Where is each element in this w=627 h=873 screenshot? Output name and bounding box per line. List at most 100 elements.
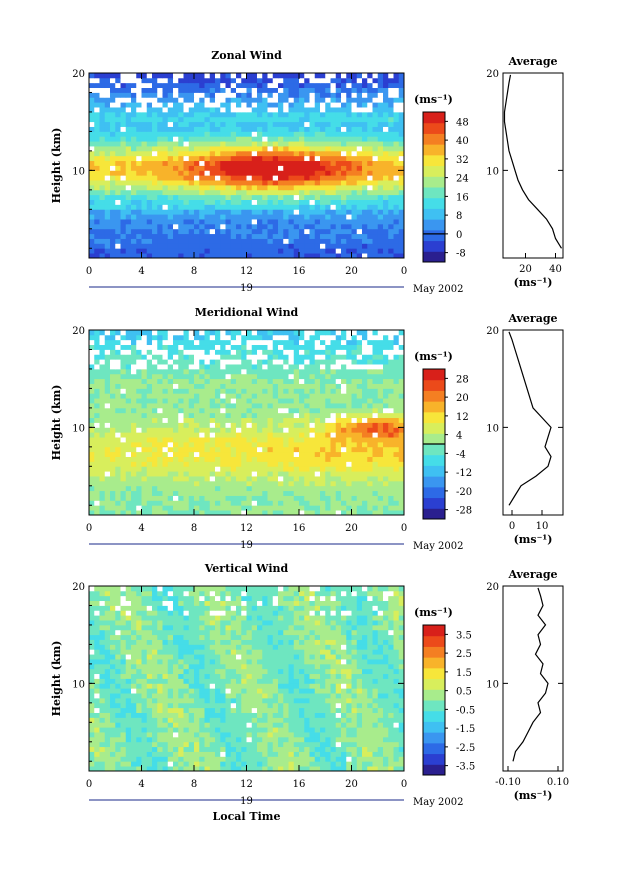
heatmap-cell bbox=[99, 155, 106, 162]
heatmap-cell bbox=[309, 87, 316, 93]
heatmap-cell bbox=[146, 751, 153, 757]
heatmap-cell bbox=[372, 461, 379, 467]
heatmap-cell bbox=[157, 102, 163, 108]
heatmap-cell bbox=[272, 334, 279, 341]
heatmap-cell bbox=[362, 116, 368, 123]
heatmap-cell bbox=[173, 107, 179, 113]
heatmap-cell bbox=[167, 194, 174, 200]
heatmap-cell bbox=[288, 150, 295, 157]
heatmap-cell bbox=[398, 160, 405, 166]
heatmap-cell bbox=[178, 461, 184, 467]
heatmap-cell bbox=[131, 82, 137, 89]
heatmap-cell bbox=[230, 471, 237, 477]
heatmap-cell bbox=[115, 243, 121, 249]
heatmap-cell bbox=[341, 398, 347, 404]
heatmap-cell bbox=[94, 480, 100, 487]
heatmap-cell bbox=[367, 349, 373, 355]
heatmap-cell bbox=[162, 111, 169, 118]
heatmap-cell bbox=[388, 111, 394, 118]
heatmap-cell bbox=[141, 461, 148, 467]
heatmap-cell bbox=[183, 253, 190, 259]
heatmap-cell bbox=[215, 485, 221, 492]
heatmap-cell bbox=[236, 364, 242, 370]
heatmap-cell bbox=[367, 441, 373, 448]
heatmap-cell bbox=[314, 422, 321, 428]
heatmap-cell bbox=[278, 456, 284, 462]
heatmap-cell bbox=[267, 756, 274, 762]
heatmap-cell bbox=[157, 383, 163, 389]
heatmap-cell bbox=[335, 359, 342, 365]
heatmap-cell bbox=[188, 368, 195, 375]
heatmap-cell bbox=[346, 126, 352, 132]
heatmap-cell bbox=[225, 471, 232, 477]
heatmap-cell bbox=[162, 334, 169, 341]
heatmap-cell bbox=[388, 388, 394, 394]
heatmap-cell bbox=[267, 180, 274, 186]
heatmap-cell bbox=[167, 150, 174, 157]
heatmap-cell bbox=[99, 248, 106, 254]
heatmap-cell bbox=[320, 248, 326, 254]
heatmap-cell bbox=[278, 82, 284, 89]
heatmap-cell bbox=[362, 461, 368, 467]
heatmap-cell bbox=[335, 248, 342, 254]
heatmap-cell bbox=[99, 180, 106, 186]
heatmap-cell bbox=[173, 456, 179, 462]
heatmap-cell bbox=[178, 412, 184, 419]
heatmap-cell bbox=[367, 107, 373, 113]
heatmap-cell bbox=[346, 461, 352, 467]
heatmap-cell bbox=[341, 155, 347, 162]
heatmap-cell bbox=[146, 184, 153, 191]
heatmap-cell bbox=[209, 204, 216, 210]
heatmap-cell bbox=[309, 441, 316, 448]
heatmap-cell bbox=[325, 233, 331, 239]
heatmap-cell bbox=[283, 485, 289, 492]
heatmap-cell bbox=[125, 204, 132, 210]
heatmap-cell bbox=[257, 160, 263, 166]
heatmap-cell bbox=[162, 751, 169, 757]
heatmap-cell bbox=[377, 107, 384, 113]
heatmap-cell bbox=[314, 126, 321, 132]
heatmap-cell bbox=[146, 398, 153, 404]
heatmap-cell bbox=[278, 766, 284, 772]
heatmap-cell bbox=[272, 495, 279, 501]
heatmap-cell bbox=[236, 383, 242, 389]
heatmap-cell bbox=[314, 373, 321, 380]
heatmap-cell bbox=[220, 368, 226, 375]
heatmap-cell bbox=[162, 368, 169, 375]
heatmap-cell bbox=[278, 412, 284, 419]
heatmap-cell bbox=[104, 136, 111, 142]
heatmap-cell bbox=[141, 751, 148, 757]
heatmap-cell bbox=[367, 204, 373, 210]
heatmap-cell bbox=[335, 150, 342, 157]
heatmap-cell bbox=[115, 180, 121, 186]
heatmap-cell bbox=[372, 102, 379, 108]
heatmap-cell bbox=[309, 398, 316, 404]
heatmap-cell bbox=[283, 495, 289, 501]
heatmap-cell bbox=[110, 432, 116, 438]
heatmap-cell bbox=[272, 751, 279, 757]
heatmap-cell bbox=[199, 349, 205, 355]
heatmap-cell bbox=[89, 490, 95, 496]
heatmap-cell bbox=[367, 490, 373, 496]
heatmap-cell bbox=[230, 175, 237, 181]
heatmap-cell bbox=[272, 223, 279, 230]
heatmap-cell bbox=[141, 388, 148, 394]
heatmap-cell bbox=[141, 330, 148, 336]
heatmap-cell bbox=[230, 204, 237, 210]
heatmap-cell bbox=[288, 165, 295, 171]
heatmap-cell bbox=[225, 510, 232, 516]
heatmap-cell bbox=[341, 485, 347, 492]
heatmap-cell bbox=[110, 73, 116, 79]
heatmap-cell bbox=[236, 500, 242, 506]
heatmap-cell bbox=[377, 359, 384, 365]
y-axis-label: Height (km) bbox=[50, 128, 63, 204]
colorbar-tick-label: -12 bbox=[456, 468, 472, 479]
heatmap-cell bbox=[173, 150, 179, 157]
heatmap-cell bbox=[157, 155, 163, 162]
heatmap-cell bbox=[398, 476, 405, 482]
heatmap-cell bbox=[178, 751, 184, 757]
heatmap-cell bbox=[341, 437, 347, 443]
heatmap-cell bbox=[220, 165, 226, 171]
heatmap-cell bbox=[125, 334, 132, 341]
